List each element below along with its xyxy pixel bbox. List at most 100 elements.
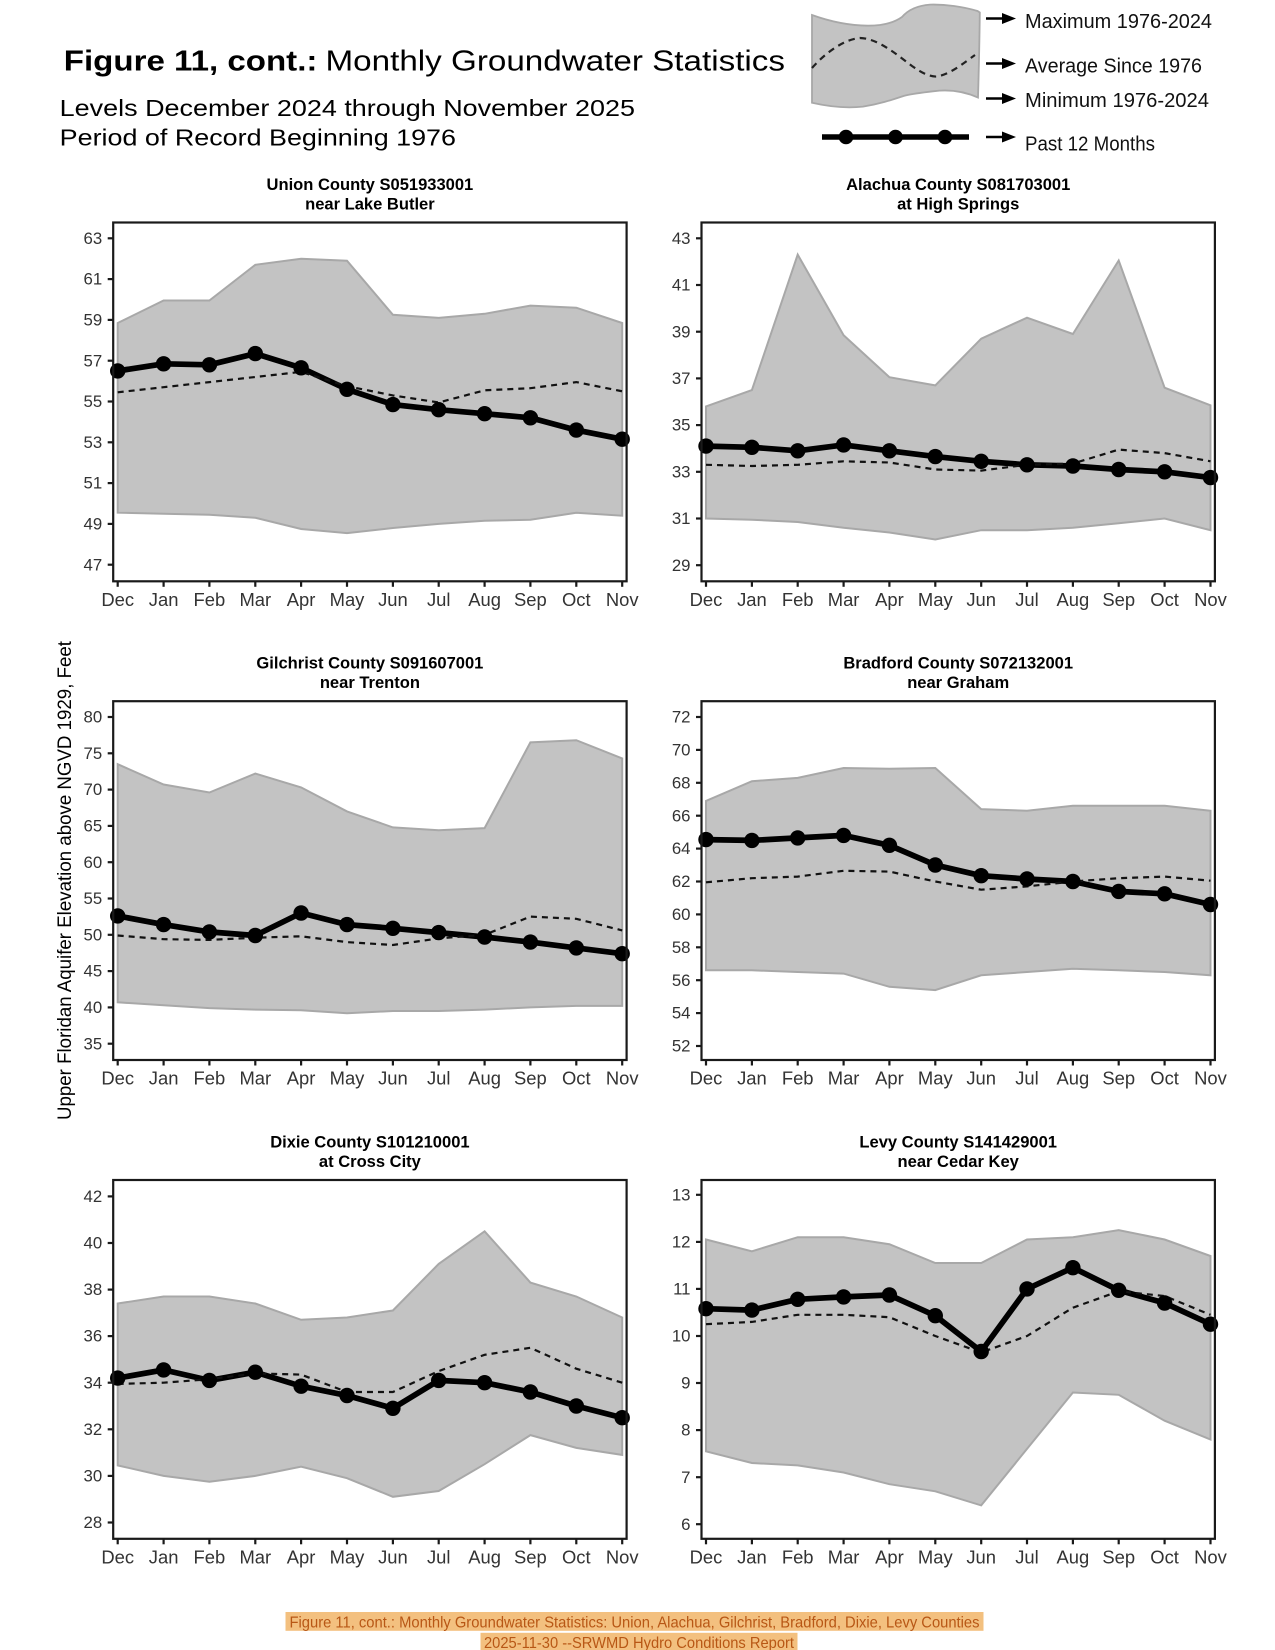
svg-text:Nov: Nov [606,589,640,610]
svg-text:35: 35 [672,416,691,435]
svg-text:May: May [918,1068,954,1089]
svg-text:75: 75 [84,744,103,763]
svg-text:13: 13 [672,1185,691,1204]
svg-text:Nov: Nov [1194,1546,1228,1567]
svg-text:Jun: Jun [966,1068,996,1089]
svg-text:May: May [330,1068,366,1089]
svg-text:30: 30 [84,1467,103,1486]
svg-text:Levels December 2024 through N: Levels December 2024 through November 20… [60,95,635,121]
svg-text:Jul: Jul [427,589,451,610]
svg-text:Mar: Mar [239,589,271,610]
svg-text:Jun: Jun [966,1546,996,1567]
svg-text:near Cedar Key: near Cedar Key [898,1152,1020,1171]
svg-text:35: 35 [84,1034,103,1053]
svg-text:63: 63 [84,229,103,248]
svg-text:Mar: Mar [828,1546,860,1567]
svg-text:51: 51 [84,474,103,493]
svg-text:May: May [918,1546,954,1567]
svg-text:Feb: Feb [782,589,814,610]
svg-text:Apr: Apr [287,1546,316,1567]
svg-text:2025-11-30 --SRWMD Hydro Condi: 2025-11-30 --SRWMD Hydro Conditions Repo… [484,1635,795,1650]
svg-text:Mar: Mar [239,1068,271,1089]
svg-text:54: 54 [672,1004,691,1023]
svg-text:31: 31 [672,509,691,528]
svg-text:Dec: Dec [690,1068,723,1089]
svg-text:52: 52 [672,1037,691,1056]
svg-text:53: 53 [84,433,103,452]
svg-text:43: 43 [672,229,691,248]
svg-text:Mar: Mar [828,1068,860,1089]
svg-text:Apr: Apr [287,1068,316,1089]
svg-text:28: 28 [84,1513,103,1532]
svg-text:Aug: Aug [1057,1546,1090,1567]
svg-text:Monthly Groundwater Statistics: Monthly Groundwater Statistics [326,46,786,78]
svg-text:Apr: Apr [287,589,316,610]
svg-text:Jan: Jan [737,589,767,610]
svg-text:Jul: Jul [427,1068,451,1089]
svg-text:Jul: Jul [1015,1546,1039,1567]
svg-text:39: 39 [672,322,691,341]
svg-text:Average Since 1976: Average Since 1976 [1025,56,1202,78]
svg-text:Feb: Feb [782,1068,814,1089]
svg-text:Jul: Jul [1015,589,1039,610]
svg-text:36: 36 [84,1327,103,1346]
svg-text:38: 38 [84,1280,103,1299]
svg-text:80: 80 [84,708,103,727]
svg-text:Dec: Dec [101,589,134,610]
svg-text:Sep: Sep [514,1546,547,1567]
svg-text:57: 57 [84,351,103,370]
svg-text:56: 56 [672,971,691,990]
svg-text:Jul: Jul [427,1546,451,1567]
svg-text:Sep: Sep [1102,1546,1135,1567]
svg-text:Jan: Jan [149,1546,179,1567]
svg-text:66: 66 [672,806,691,825]
svg-text:55: 55 [84,392,103,411]
svg-text:Dixie County S101210001: Dixie County S101210001 [270,1132,469,1151]
svg-text:Mar: Mar [828,589,860,610]
svg-text:Upper Floridan Aquifer Elevati: Upper Floridan Aquifer Elevation above N… [55,640,76,1120]
svg-text:Sep: Sep [514,1068,547,1089]
svg-text:58: 58 [672,938,691,957]
svg-text:Period of Record Beginning 197: Period of Record Beginning 1976 [60,124,456,150]
svg-text:Jun: Jun [378,589,408,610]
svg-text:Union County S051933001: Union County S051933001 [267,175,474,194]
svg-text:40: 40 [84,1234,103,1253]
svg-text:29: 29 [672,556,691,575]
svg-text:32: 32 [84,1420,103,1439]
svg-text:near Graham: near Graham [907,673,1009,692]
svg-text:65: 65 [84,817,103,836]
svg-text:Feb: Feb [194,589,226,610]
svg-text:Nov: Nov [1194,1068,1228,1089]
svg-text:Minimum 1976-2024: Minimum 1976-2024 [1025,90,1209,112]
svg-text:May: May [330,1546,366,1567]
svg-text:Sep: Sep [514,589,547,610]
svg-text:Nov: Nov [606,1068,640,1089]
svg-text:Nov: Nov [1194,589,1228,610]
svg-text:60: 60 [672,905,691,924]
svg-text:Dec: Dec [101,1546,134,1567]
svg-text:9: 9 [681,1374,690,1393]
svg-text:37: 37 [672,369,691,388]
svg-text:Maximum 1976-2024: Maximum 1976-2024 [1025,11,1212,33]
svg-text:55: 55 [84,889,103,908]
svg-text:Jun: Jun [378,1546,408,1567]
svg-text:Apr: Apr [875,589,904,610]
svg-text:33: 33 [672,462,691,481]
svg-text:6: 6 [681,1515,690,1534]
svg-text:41: 41 [672,276,691,295]
svg-text:60: 60 [84,853,103,872]
svg-text:72: 72 [672,708,691,727]
svg-text:62: 62 [672,872,691,891]
svg-text:40: 40 [84,998,103,1017]
svg-text:Apr: Apr [875,1546,904,1567]
svg-text:61: 61 [84,270,103,289]
svg-text:8: 8 [681,1421,690,1440]
svg-text:Oct: Oct [562,1546,591,1567]
svg-text:Dec: Dec [101,1068,134,1089]
svg-text:Jul: Jul [1015,1068,1039,1089]
svg-text:11: 11 [673,1280,690,1299]
svg-text:Gilchrist County S091607001: Gilchrist County S091607001 [256,654,483,673]
svg-text:34: 34 [84,1373,103,1392]
svg-text:59: 59 [84,311,103,330]
svg-text:at Cross City: at Cross City [319,1152,422,1171]
